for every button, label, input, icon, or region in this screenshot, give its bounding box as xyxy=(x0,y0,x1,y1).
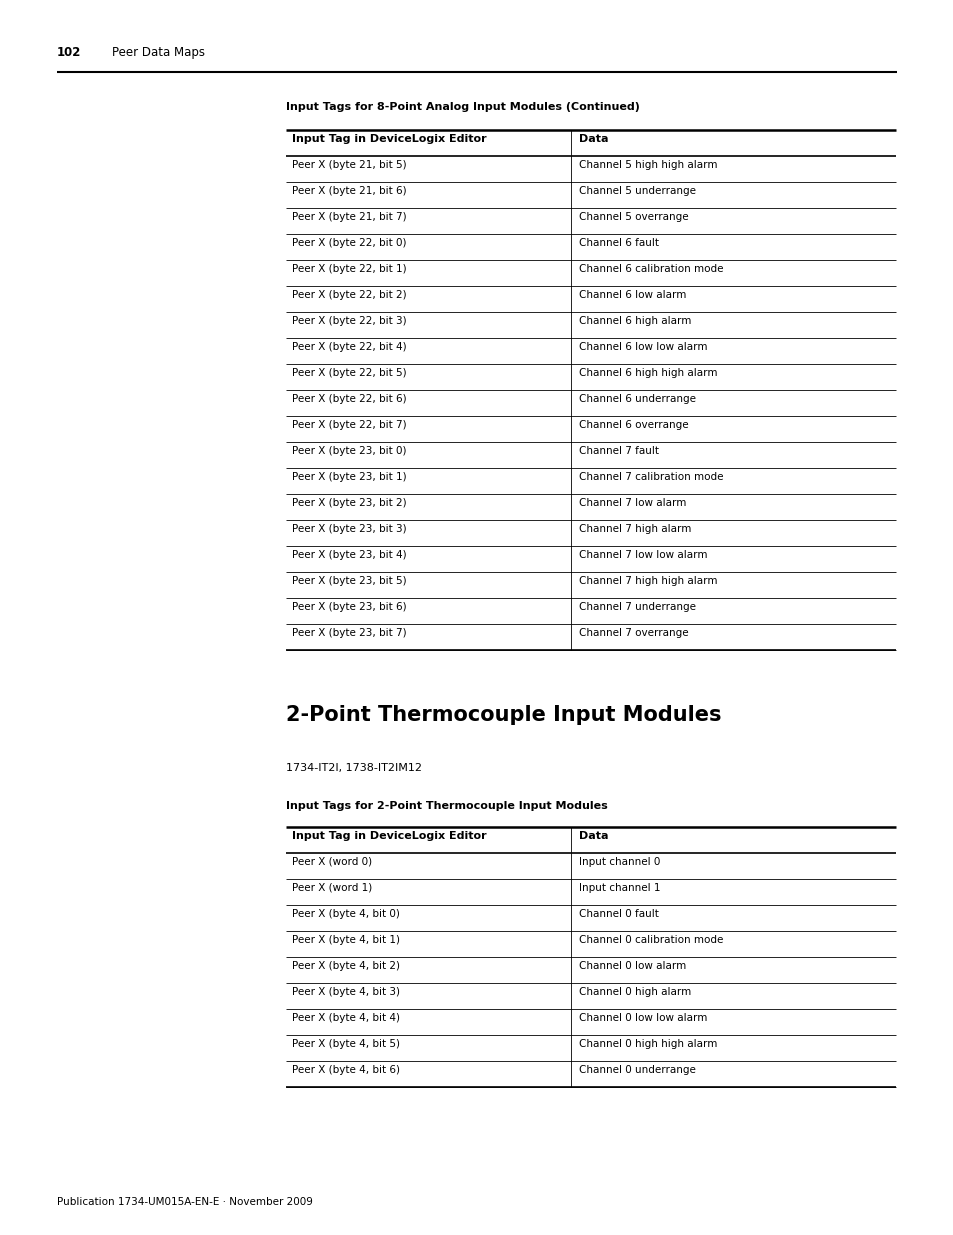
Text: Channel 7 high alarm: Channel 7 high alarm xyxy=(578,524,691,534)
Text: Input Tag in DeviceLogix Editor: Input Tag in DeviceLogix Editor xyxy=(292,831,486,841)
Text: Channel 7 underrange: Channel 7 underrange xyxy=(578,601,696,613)
Text: Peer X (byte 23, bit 6): Peer X (byte 23, bit 6) xyxy=(292,601,406,613)
Text: Input Tags for 2-Point Thermocouple Input Modules: Input Tags for 2-Point Thermocouple Inpu… xyxy=(286,802,607,811)
Text: Channel 7 fault: Channel 7 fault xyxy=(578,446,659,456)
Text: Peer X (byte 23, bit 0): Peer X (byte 23, bit 0) xyxy=(292,446,406,456)
Text: Channel 0 low low alarm: Channel 0 low low alarm xyxy=(578,1013,707,1023)
Text: Channel 6 fault: Channel 6 fault xyxy=(578,238,659,248)
Text: Peer X (byte 22, bit 2): Peer X (byte 22, bit 2) xyxy=(292,290,406,300)
Text: Data: Data xyxy=(578,831,608,841)
Text: Channel 0 calibration mode: Channel 0 calibration mode xyxy=(578,935,723,945)
Text: Channel 0 low alarm: Channel 0 low alarm xyxy=(578,961,686,971)
Text: Peer X (byte 22, bit 0): Peer X (byte 22, bit 0) xyxy=(292,238,406,248)
Text: Peer X (byte 21, bit 7): Peer X (byte 21, bit 7) xyxy=(292,212,406,222)
Text: Peer X (byte 4, bit 4): Peer X (byte 4, bit 4) xyxy=(292,1013,399,1023)
Text: Peer Data Maps: Peer Data Maps xyxy=(112,46,205,59)
Text: Channel 7 low low alarm: Channel 7 low low alarm xyxy=(578,550,707,559)
Text: Channel 5 high high alarm: Channel 5 high high alarm xyxy=(578,161,718,170)
Text: 2-Point Thermocouple Input Modules: 2-Point Thermocouple Input Modules xyxy=(286,705,720,725)
Text: Peer X (byte 23, bit 7): Peer X (byte 23, bit 7) xyxy=(292,629,406,638)
Text: 1734-IT2I, 1738-IT2IM12: 1734-IT2I, 1738-IT2IM12 xyxy=(286,763,421,773)
Text: Peer X (byte 22, bit 1): Peer X (byte 22, bit 1) xyxy=(292,264,406,274)
Text: Channel 0 high high alarm: Channel 0 high high alarm xyxy=(578,1039,717,1049)
Text: Peer X (byte 23, bit 1): Peer X (byte 23, bit 1) xyxy=(292,472,406,482)
Text: Peer X (byte 22, bit 3): Peer X (byte 22, bit 3) xyxy=(292,316,406,326)
Text: Input Tag in DeviceLogix Editor: Input Tag in DeviceLogix Editor xyxy=(292,135,486,144)
Text: Peer X (word 1): Peer X (word 1) xyxy=(292,883,372,893)
Text: Peer X (byte 21, bit 5): Peer X (byte 21, bit 5) xyxy=(292,161,406,170)
Text: Peer X (byte 21, bit 6): Peer X (byte 21, bit 6) xyxy=(292,186,406,196)
Text: Peer X (byte 4, bit 6): Peer X (byte 4, bit 6) xyxy=(292,1065,399,1074)
Text: Peer X (byte 23, bit 3): Peer X (byte 23, bit 3) xyxy=(292,524,406,534)
Text: Channel 6 high alarm: Channel 6 high alarm xyxy=(578,316,691,326)
Text: Peer X (byte 23, bit 4): Peer X (byte 23, bit 4) xyxy=(292,550,406,559)
Text: Publication 1734-UM015A-EN-E · November 2009: Publication 1734-UM015A-EN-E · November … xyxy=(57,1197,313,1207)
Text: Peer X (byte 23, bit 2): Peer X (byte 23, bit 2) xyxy=(292,498,406,508)
Text: Channel 6 calibration mode: Channel 6 calibration mode xyxy=(578,264,723,274)
Text: Channel 6 low low alarm: Channel 6 low low alarm xyxy=(578,342,707,352)
Text: Channel 0 fault: Channel 0 fault xyxy=(578,909,659,919)
Text: Channel 7 low alarm: Channel 7 low alarm xyxy=(578,498,686,508)
Text: Channel 0 high alarm: Channel 0 high alarm xyxy=(578,987,691,997)
Text: Data: Data xyxy=(578,135,608,144)
Text: 102: 102 xyxy=(57,46,81,59)
Text: Peer X (byte 4, bit 0): Peer X (byte 4, bit 0) xyxy=(292,909,399,919)
Text: Peer X (byte 22, bit 5): Peer X (byte 22, bit 5) xyxy=(292,368,406,378)
Text: Channel 5 overrange: Channel 5 overrange xyxy=(578,212,688,222)
Text: Channel 6 low alarm: Channel 6 low alarm xyxy=(578,290,686,300)
Text: Channel 6 high high alarm: Channel 6 high high alarm xyxy=(578,368,718,378)
Text: Channel 0 underrange: Channel 0 underrange xyxy=(578,1065,696,1074)
Text: Input channel 0: Input channel 0 xyxy=(578,857,660,867)
Text: Channel 7 overrange: Channel 7 overrange xyxy=(578,629,688,638)
Text: Channel 6 underrange: Channel 6 underrange xyxy=(578,394,696,404)
Text: Input Tags for 8-Point Analog Input Modules (Continued): Input Tags for 8-Point Analog Input Modu… xyxy=(286,103,639,112)
Text: Channel 7 calibration mode: Channel 7 calibration mode xyxy=(578,472,723,482)
Text: Peer X (byte 4, bit 2): Peer X (byte 4, bit 2) xyxy=(292,961,399,971)
Text: Peer X (byte 22, bit 7): Peer X (byte 22, bit 7) xyxy=(292,420,406,430)
Text: Peer X (byte 4, bit 3): Peer X (byte 4, bit 3) xyxy=(292,987,399,997)
Text: Peer X (byte 4, bit 5): Peer X (byte 4, bit 5) xyxy=(292,1039,399,1049)
Text: Peer X (byte 22, bit 4): Peer X (byte 22, bit 4) xyxy=(292,342,406,352)
Text: Channel 6 overrange: Channel 6 overrange xyxy=(578,420,688,430)
Text: Channel 7 high high alarm: Channel 7 high high alarm xyxy=(578,576,718,585)
Text: Peer X (byte 4, bit 1): Peer X (byte 4, bit 1) xyxy=(292,935,399,945)
Text: Peer X (byte 22, bit 6): Peer X (byte 22, bit 6) xyxy=(292,394,406,404)
Text: Peer X (word 0): Peer X (word 0) xyxy=(292,857,372,867)
Text: Channel 5 underrange: Channel 5 underrange xyxy=(578,186,696,196)
Text: Input channel 1: Input channel 1 xyxy=(578,883,660,893)
Text: Peer X (byte 23, bit 5): Peer X (byte 23, bit 5) xyxy=(292,576,406,585)
